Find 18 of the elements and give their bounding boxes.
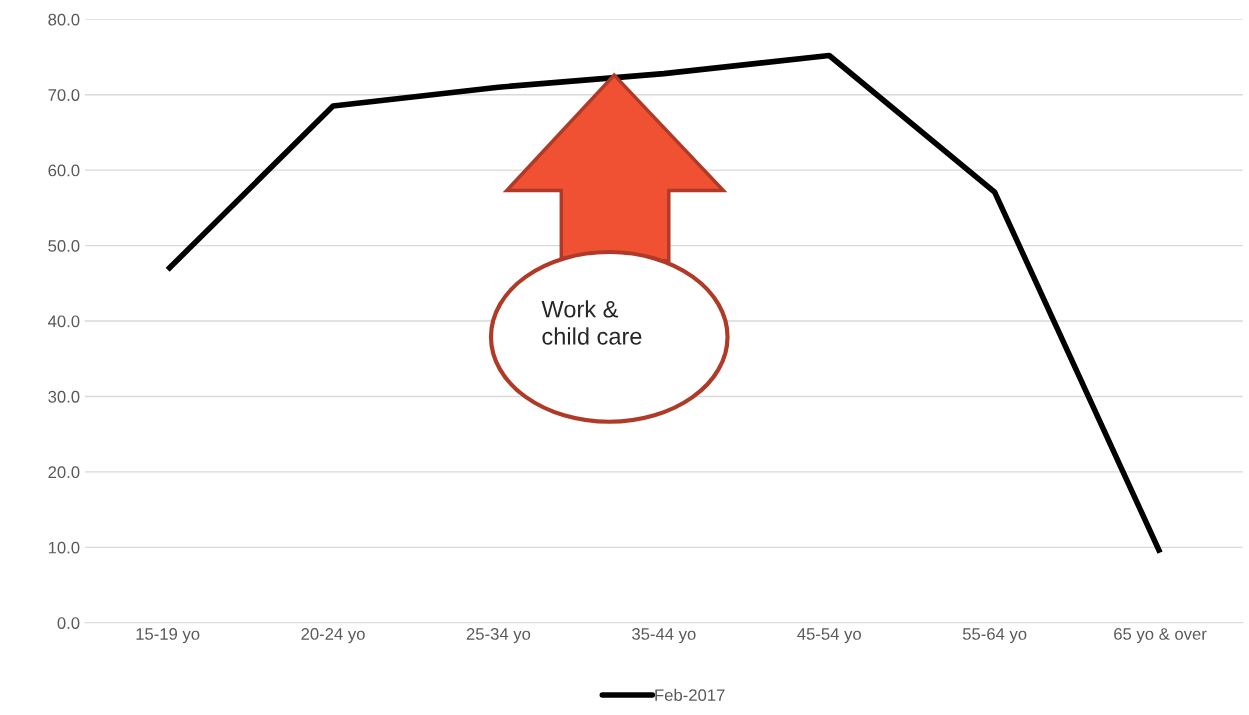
y-tick-label: 80.0 xyxy=(48,13,80,26)
y-tick-label: 40.0 xyxy=(48,315,80,328)
x-tick-label: 45-54 yo xyxy=(797,628,861,644)
x-tick-label: 20-24 yo xyxy=(301,628,365,644)
x-tick-label: 65 yo & over xyxy=(1114,628,1207,644)
x-tick-label: 55-64 yo xyxy=(962,628,1027,644)
y-tick-label: 50.0 xyxy=(48,240,80,252)
x-tick-label: 15-19 yo xyxy=(136,628,200,644)
y-tick-label: 20.0 xyxy=(48,466,80,479)
legend-label: Feb-2017 xyxy=(655,688,725,702)
y-tick-label: 30.0 xyxy=(48,390,80,403)
y-tick-label: 0.0 xyxy=(57,617,80,629)
annotation: Work & child care xyxy=(541,300,642,345)
x-tick-label: 35-44 yo xyxy=(632,628,696,644)
y-tick-label: 70.0 xyxy=(48,89,80,101)
y-tick-label: 60.0 xyxy=(48,164,80,177)
x-tick-label: 25-34 yo xyxy=(466,628,531,644)
y-tick-label: 10.0 xyxy=(48,541,80,554)
